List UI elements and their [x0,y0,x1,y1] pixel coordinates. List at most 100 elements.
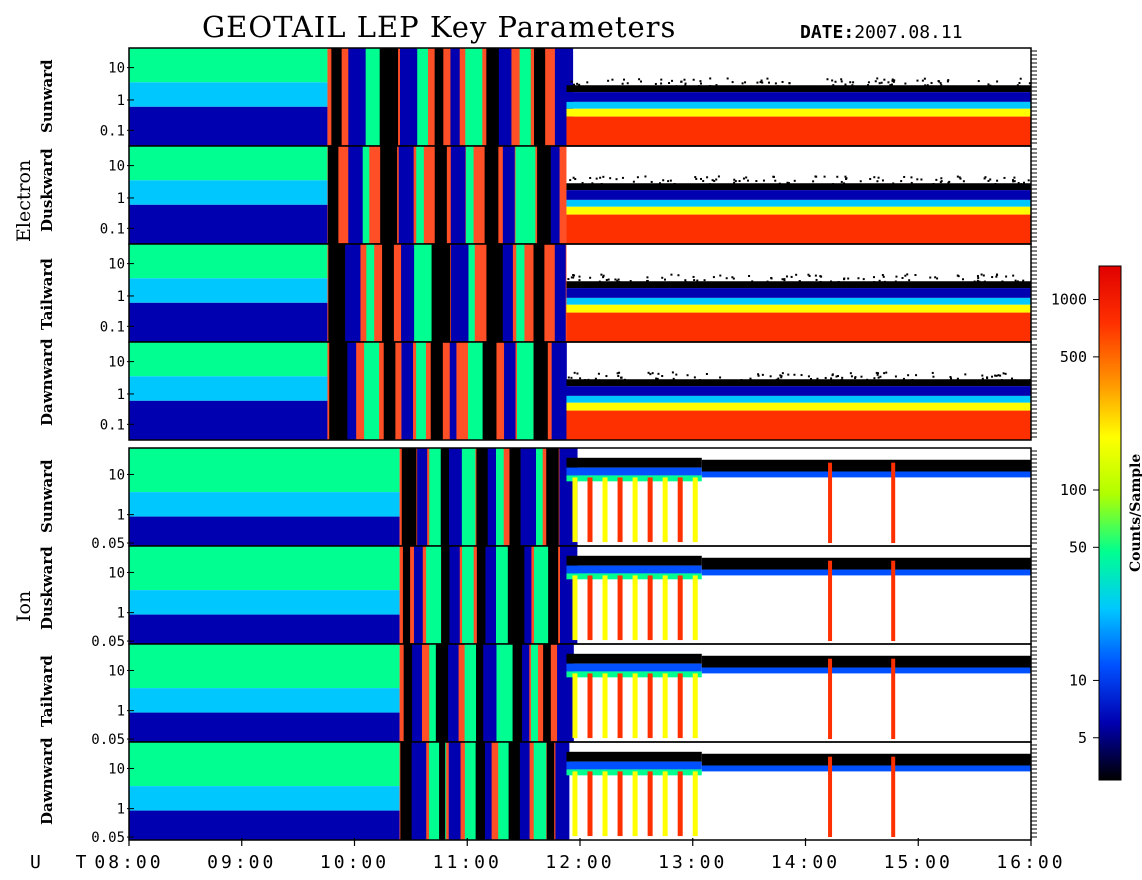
ion-spike [572,477,578,543]
noise-speck [835,375,838,378]
ion-late-spike [828,560,833,642]
ion-late-blue [701,569,1031,576]
noise-speck [879,85,882,88]
noise-speck [731,276,734,279]
noise-speck [580,379,583,382]
burst-stripe [519,48,531,146]
noise-speck [957,275,960,278]
noise-speck [759,81,762,84]
noise-speck [699,80,702,83]
noise-speck [597,372,600,375]
noise-speck [911,379,914,382]
noise-speck [605,375,608,378]
noise-speck [775,378,778,381]
noise-speck [716,85,719,88]
early-band-upper [129,146,328,181]
noise-speck [889,84,892,87]
noise-speck [751,86,754,89]
noise-speck [598,379,601,382]
noise-speck [854,377,857,380]
early-band-mid [129,180,328,205]
noise-speck [849,81,852,84]
ion-spike [572,673,578,739]
noise-speck [675,85,678,88]
early-band-lower [129,516,400,546]
noise-speck [569,179,572,182]
colorbar-tick-label: 500 [1060,348,1087,366]
noise-speck [840,78,843,81]
burst-stripe [464,644,478,742]
noise-speck [1002,372,1005,375]
chart-title: GEOTAIL LEP Key Parameters [202,10,677,44]
noise-speck [667,180,670,183]
noise-speck [976,275,979,278]
noise-speck [646,86,649,89]
noise-speck [937,80,940,83]
noise-speck [959,177,962,180]
noise-speck [918,183,921,186]
noise-speck [844,175,847,178]
ion-spike [587,673,593,739]
noise-speck [581,380,584,383]
noise-speck [1019,77,1022,80]
noise-speck [808,275,811,278]
early-band-upper [129,546,400,591]
noise-speck [719,274,722,277]
noise-speck [573,371,576,374]
noise-speck [832,183,835,186]
noise-speck [883,372,886,375]
ion-spike [647,771,653,837]
noise-speck [860,375,863,378]
noise-speck [873,380,876,383]
ion-late-spike [891,462,896,544]
noise-speck [593,282,596,285]
early-band-lower [129,712,400,742]
burst-stripe [366,244,375,342]
y-tick-label: 1 [117,191,125,207]
noise-speck [981,374,984,377]
burst-stripe [551,342,567,440]
noise-speck [703,279,706,282]
noise-speck [675,373,678,376]
noise-speck [888,281,891,284]
noise-speck [766,280,769,283]
noise-speck [748,275,751,278]
early-band-upper [129,244,328,279]
burst-stripe [434,146,447,244]
noise-speck [760,79,763,82]
colorbar [1098,265,1122,781]
burst-stripe [520,448,537,546]
noise-speck [925,380,928,383]
noise-speck [946,80,949,83]
noise-speck [932,375,935,378]
noise-speck [579,377,582,380]
noise-speck [873,176,876,179]
early-band-upper [129,448,400,493]
ion-spike [692,575,698,641]
burst-stripe [435,644,450,742]
noise-speck [1011,377,1014,380]
noise-speck [860,183,863,186]
noise-speck [836,375,839,378]
noise-speck [786,181,789,184]
ion-late-spike [891,560,896,642]
noise-speck [882,275,885,278]
early-band-mid [129,492,400,517]
noise-speck [780,376,783,379]
noise-speck [1027,179,1030,182]
noise-speck [649,373,652,376]
noise-speck [673,182,676,185]
noise-speck [602,276,605,279]
panel-ion-sunward: 10 1 0.05 [91,447,1037,552]
noise-speck [814,274,817,277]
burst-stripe [461,448,476,546]
noise-speck [878,82,881,85]
noise-speck [680,80,683,83]
noise-speck [787,373,790,376]
burst-stripe [484,146,499,244]
noise-speck [793,86,796,89]
noise-speck [973,280,976,283]
ion-spike [632,771,638,837]
burst-stripe [519,742,530,840]
burst-stripe [504,342,516,440]
